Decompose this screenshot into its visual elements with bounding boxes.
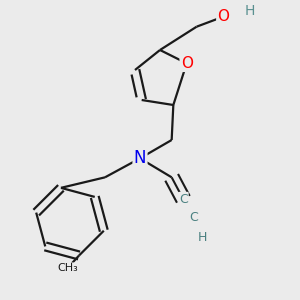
Text: O: O [217, 9, 229, 24]
Text: H: H [245, 4, 255, 18]
Text: N: N [134, 149, 146, 167]
Text: CH₃: CH₃ [57, 263, 78, 273]
Text: C: C [189, 211, 198, 224]
Text: H: H [198, 231, 207, 244]
Text: C: C [179, 193, 188, 206]
Text: O: O [181, 56, 193, 71]
